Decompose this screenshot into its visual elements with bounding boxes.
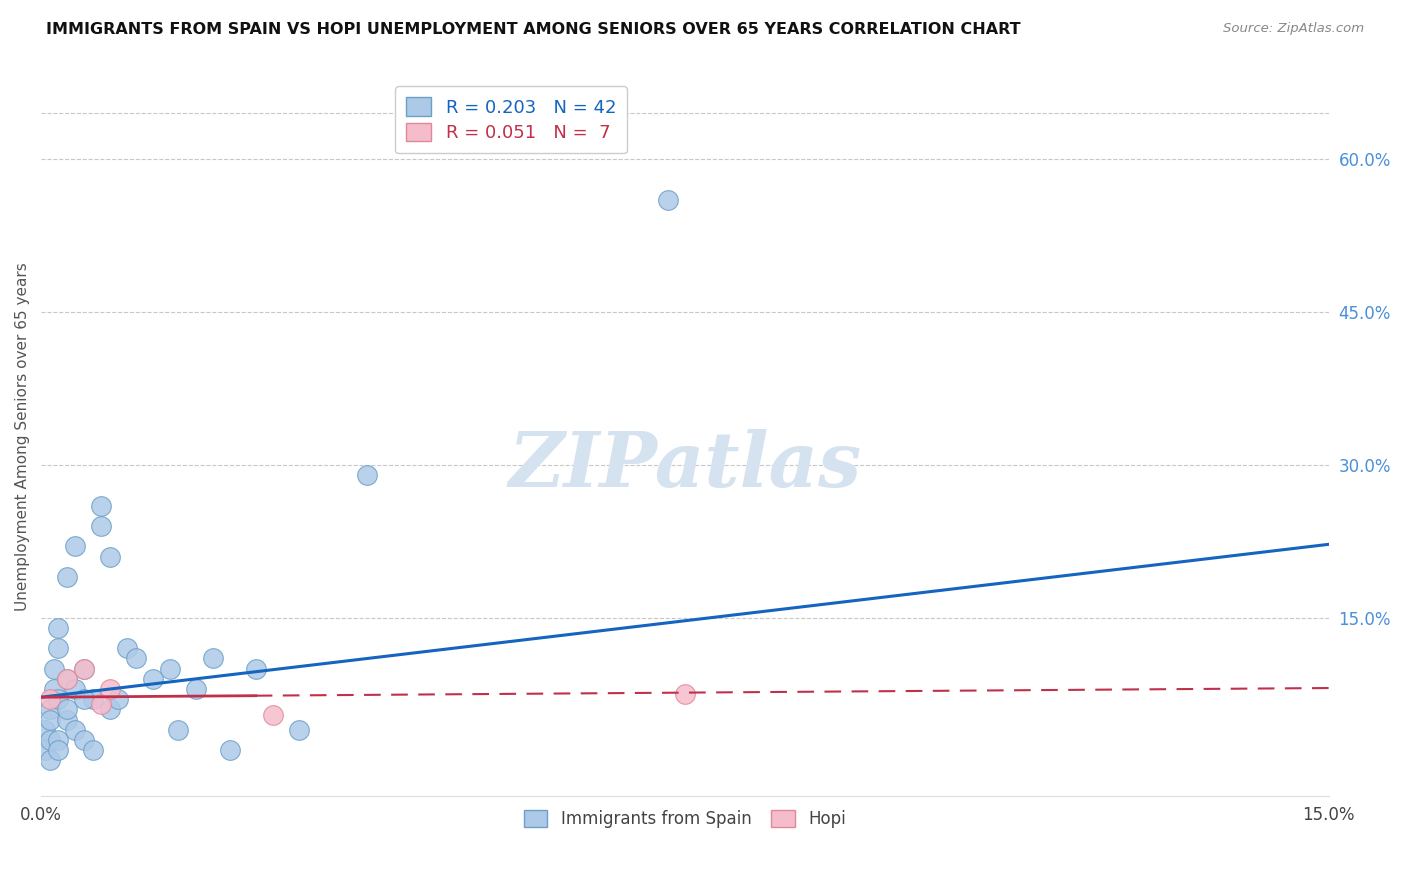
Point [65,539,87,553]
Point [38,753,60,767]
Point [657,193,679,207]
Legend: Immigrants from Spain, Hopi: Immigrants from Spain, Hopi [517,803,852,835]
Text: ZIPatlas: ZIPatlas [509,428,862,502]
Point [46,743,69,757]
Point [90,499,112,513]
Point [167,723,190,737]
Point [142,672,165,686]
Point [42,681,65,696]
Point [184,681,207,696]
Point [107,692,129,706]
Point [73,692,96,706]
Point [82,743,104,757]
Point [98,681,121,696]
Y-axis label: Unemployment Among Seniors over 65 years: Unemployment Among Seniors over 65 years [15,262,30,611]
Point [38,692,60,706]
Point [115,641,138,656]
Point [90,519,112,533]
Point [356,468,378,483]
Point [46,733,69,747]
Point [98,549,121,564]
Point [65,681,87,696]
Text: IMMIGRANTS FROM SPAIN VS HOPI UNEMPLOYMENT AMONG SENIORS OVER 65 YEARS CORRELATI: IMMIGRANTS FROM SPAIN VS HOPI UNEMPLOYME… [46,22,1021,37]
Point [56,672,79,686]
Point [73,662,96,676]
Point [245,662,267,676]
Point [38,733,60,747]
Point [287,723,309,737]
Point [34,723,56,737]
Point [38,713,60,727]
Point [90,698,112,712]
Point [82,692,104,706]
Point [56,702,79,716]
Point [98,702,121,716]
Point [42,662,65,676]
Point [73,662,96,676]
Point [124,651,146,665]
Point [46,621,69,635]
Point [34,743,56,757]
Point [201,651,224,665]
Point [46,692,69,706]
Point [56,570,79,584]
Point [46,641,69,656]
Point [262,707,284,722]
Text: Source: ZipAtlas.com: Source: ZipAtlas.com [1223,22,1364,36]
Point [56,713,79,727]
Point [219,743,242,757]
Point [38,702,60,716]
Point [65,723,87,737]
Point [56,672,79,686]
Point [159,662,181,676]
Point [73,733,96,747]
Point [673,687,696,701]
